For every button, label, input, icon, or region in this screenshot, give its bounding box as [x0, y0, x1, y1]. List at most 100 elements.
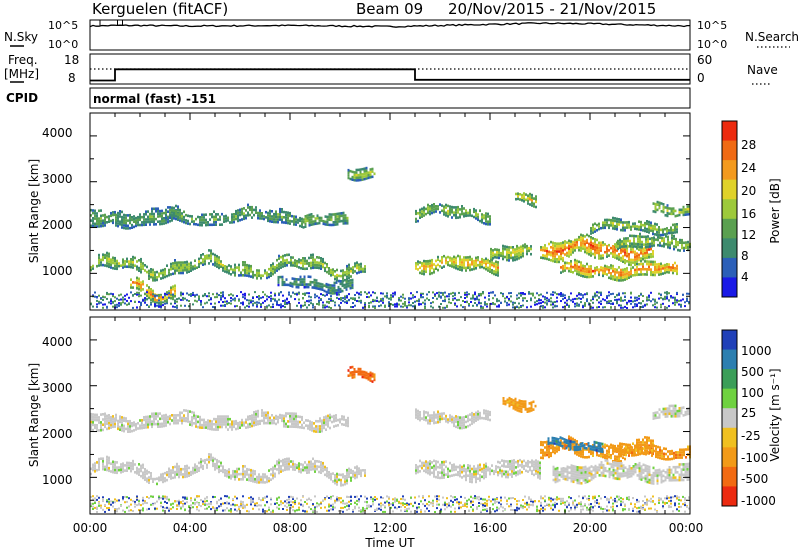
heatmap-cell	[602, 244, 604, 247]
heatmap-cell	[644, 230, 646, 233]
heatmap-cell	[677, 214, 679, 217]
heatmap-cell	[628, 261, 630, 264]
heatmap-cell	[648, 299, 650, 301]
heatmap-cell	[431, 212, 433, 215]
heatmap-cell	[211, 425, 213, 428]
heatmap-cell	[590, 241, 592, 244]
heatmap-cell	[469, 266, 471, 269]
heatmap-cell	[350, 279, 352, 282]
heatmap-cell	[307, 220, 309, 223]
heatmap-cell	[314, 460, 316, 463]
heatmap-cell	[267, 419, 269, 422]
heatmap-cell	[266, 481, 268, 484]
heatmap-cell	[144, 293, 146, 296]
heatmap-cell	[644, 260, 646, 263]
heatmap-cell	[102, 219, 104, 222]
heatmap-cell	[675, 210, 677, 213]
heatmap-cell	[463, 464, 465, 467]
heatmap-cell	[144, 471, 146, 474]
heatmap-cell	[525, 193, 527, 196]
heatmap-cell	[151, 210, 153, 213]
heatmap-cell	[671, 213, 673, 216]
heatmap-cell	[143, 221, 145, 224]
heatmap-cell	[352, 366, 354, 369]
heatmap-cell	[255, 206, 257, 209]
heatmap-cell	[584, 246, 586, 249]
heatmap-cell	[264, 269, 266, 272]
heatmap-cell	[94, 470, 96, 473]
heatmap-cell	[201, 216, 203, 219]
heatmap-cell	[221, 423, 223, 426]
heatmap-cell	[161, 217, 163, 220]
heatmap-cell	[100, 426, 102, 429]
heatmap-cell	[212, 457, 214, 460]
heatmap-cell	[282, 263, 284, 266]
heatmap-cell	[305, 218, 307, 221]
heatmap-cell	[246, 299, 248, 301]
heatmap-cell	[316, 303, 318, 305]
heatmap-cell	[623, 240, 625, 243]
heatmap-cell	[156, 302, 158, 304]
heatmap-cell	[129, 423, 131, 426]
heatmap-cell	[512, 304, 514, 306]
heatmap-cell	[280, 291, 282, 293]
heatmap-cell	[594, 248, 596, 251]
heatmap-cell	[491, 261, 493, 264]
heatmap-cell	[636, 260, 638, 263]
heatmap-cell	[197, 421, 199, 424]
heatmap-cell	[100, 261, 102, 264]
heatmap-cell	[330, 287, 332, 290]
heatmap-cell	[268, 469, 270, 472]
heatmap-cell	[184, 468, 186, 471]
heatmap-cell	[288, 458, 290, 461]
heatmap-cell	[192, 268, 194, 271]
heatmap-cell	[132, 266, 134, 269]
heatmap-cell	[632, 259, 634, 262]
heatmap-cell	[344, 274, 346, 277]
heatmap-cell	[115, 222, 117, 225]
heatmap-cell	[237, 425, 239, 428]
heatmap-cell	[129, 217, 131, 220]
heatmap-cell	[277, 213, 279, 216]
heatmap-cell	[556, 250, 558, 253]
heatmap-cell	[564, 267, 566, 270]
heatmap-cell	[178, 465, 180, 468]
heatmap-cell	[408, 304, 410, 306]
heatmap-cell	[308, 300, 310, 302]
heatmap-cell	[100, 259, 102, 262]
heatmap-cell	[457, 209, 459, 212]
heatmap-cell	[592, 307, 594, 309]
heatmap-cell	[114, 471, 116, 474]
heatmap-cell	[506, 259, 508, 262]
heatmap-cell	[208, 257, 210, 260]
heatmap-cell	[392, 295, 394, 297]
heatmap-cell	[354, 368, 356, 371]
heatmap-cell	[516, 255, 518, 258]
heatmap-cell	[151, 221, 153, 224]
heatmap-cell	[536, 300, 538, 302]
heatmap-cell	[632, 306, 634, 308]
heatmap-cell	[282, 260, 284, 263]
heatmap-cell	[424, 303, 426, 305]
heatmap-cell	[326, 271, 328, 274]
power-colorbar	[722, 121, 737, 298]
heatmap-cell	[207, 427, 209, 430]
heatmap-cell	[162, 304, 164, 306]
heatmap-cell	[636, 274, 638, 277]
heatmap-cell	[312, 306, 314, 308]
heatmap-cell	[580, 269, 582, 272]
heatmap-cell	[566, 262, 568, 265]
heatmap-cell	[176, 305, 178, 307]
heatmap-cell	[616, 294, 618, 296]
heatmap-cell	[617, 245, 619, 248]
heatmap-cell	[600, 242, 602, 245]
heatmap-cell	[512, 249, 514, 252]
power-cbar-tick-16: 16	[741, 207, 756, 221]
heatmap-cell	[186, 292, 188, 294]
heatmap-cell	[622, 255, 624, 258]
heatmap-cell	[471, 476, 473, 479]
heatmap-cell	[533, 203, 535, 206]
heatmap-cell	[516, 298, 518, 300]
heatmap-cell	[646, 251, 648, 254]
heatmap-cell	[122, 258, 124, 261]
